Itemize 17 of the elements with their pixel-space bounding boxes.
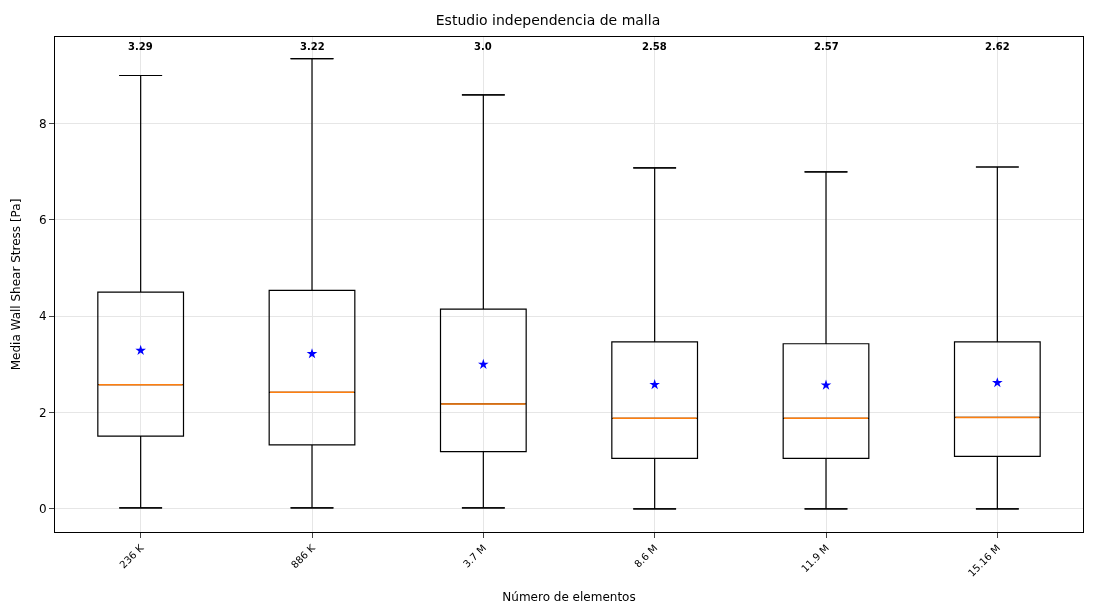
y-tick-label: 8 xyxy=(38,116,47,131)
annotation: 2.58 xyxy=(642,41,667,52)
y-tick-label: 4 xyxy=(38,309,47,324)
x-tick-label: 886 K xyxy=(288,541,318,571)
annotation: 3.22 xyxy=(300,41,325,52)
y-tick-label: 0 xyxy=(38,502,47,517)
annotation: 2.62 xyxy=(985,41,1010,52)
y-tick-label: 6 xyxy=(38,213,47,228)
annotation: 2.57 xyxy=(814,41,839,52)
annotation: 3.0 xyxy=(474,41,492,52)
x-tick-label: 3.7 M xyxy=(460,542,489,570)
y-axis-title: Media Wall Shear Stress [Pa] xyxy=(9,198,24,371)
x-axis-title: Número de elementos xyxy=(502,590,636,605)
y-tick-label: 2 xyxy=(38,405,47,420)
annotation: 3.29 xyxy=(128,41,153,52)
chart-title: Estudio independencia de malla xyxy=(435,12,661,29)
x-tick-label: 8.6 M xyxy=(632,542,660,570)
